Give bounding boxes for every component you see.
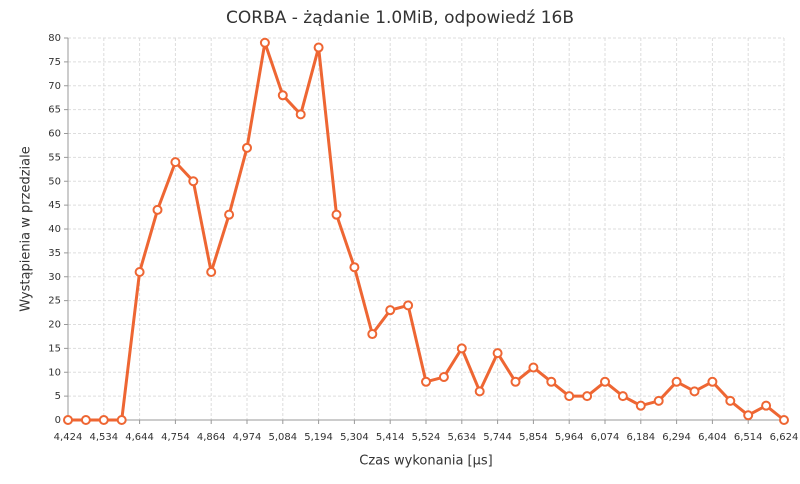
y-tick-label: 80 [48, 33, 61, 44]
y-tick-label: 55 [48, 152, 61, 163]
y-tick-label: 20 [48, 320, 61, 331]
data-point [206, 266, 217, 277]
data-point [725, 395, 736, 406]
data-point [63, 415, 73, 425]
data-point [743, 410, 754, 421]
x-tick-label: 4,864 [197, 432, 226, 443]
y-tick-label: 15 [48, 343, 61, 354]
data-point [582, 391, 593, 402]
data-point [492, 348, 503, 359]
x-tick-label: 4,644 [125, 432, 154, 443]
data-point [689, 386, 700, 397]
data-point [564, 391, 575, 402]
data-point [385, 305, 396, 316]
data-point [224, 209, 235, 220]
data-point [188, 176, 199, 187]
x-tick-label: 5,854 [519, 432, 548, 443]
y-tick-label: 45 [48, 200, 61, 211]
data-point [600, 376, 610, 387]
data-point [152, 204, 163, 215]
data-point [474, 386, 485, 397]
x-tick-label: 5,194 [304, 432, 333, 443]
x-axis-label: Czas wykonania [µs] [359, 454, 492, 469]
data-point [653, 395, 664, 406]
data-point [510, 376, 521, 387]
data-point [80, 415, 91, 425]
chart-title: CORBA - żądanie 1.0MiB, odpowiedź 16B [226, 8, 574, 28]
data-point [98, 415, 109, 425]
data-point [546, 376, 557, 387]
y-tick-label: 25 [48, 296, 61, 307]
data-point [438, 372, 449, 383]
data-point [170, 157, 181, 168]
data-point [242, 142, 252, 153]
data-point [761, 400, 772, 411]
x-tick-label: 6,514 [734, 432, 763, 443]
x-tick-label: 5,744 [483, 432, 512, 443]
data-point [671, 376, 682, 387]
y-axis-label: Wystąpienia w przedziale [19, 146, 34, 311]
data-point [403, 300, 414, 311]
data-point [331, 209, 342, 220]
x-tick-label: 6,184 [626, 432, 655, 443]
data-point [779, 415, 789, 425]
y-tick-label: 60 [48, 129, 61, 140]
data-point [313, 42, 324, 53]
x-tick-label: 6,624 [770, 432, 799, 443]
data-point [116, 415, 127, 425]
x-tick-label: 4,424 [54, 432, 83, 443]
y-tick-label: 75 [48, 57, 61, 68]
y-tick-label: 5 [55, 391, 61, 402]
data-point [456, 343, 467, 354]
data-point [134, 266, 145, 277]
data-point [617, 391, 628, 402]
x-tick-label: 5,414 [376, 432, 405, 443]
data-point [528, 362, 539, 373]
y-tick-label: 30 [48, 272, 61, 283]
x-tick-label: 5,524 [412, 432, 441, 443]
y-tick-label: 40 [48, 224, 61, 235]
x-tick-label: 4,534 [89, 432, 118, 443]
data-point [635, 400, 646, 411]
y-tick-label: 10 [48, 367, 61, 378]
x-tick-label: 5,084 [268, 432, 297, 443]
x-tick-label: 6,074 [591, 432, 620, 443]
y-tick-label: 65 [48, 105, 61, 116]
x-tick-label: 5,304 [340, 432, 369, 443]
data-point [349, 262, 360, 273]
x-tick-label: 5,634 [447, 432, 476, 443]
data-point [421, 376, 431, 387]
y-tick-label: 50 [48, 176, 61, 187]
y-tick-label: 70 [48, 81, 61, 92]
y-tick-label: 0 [55, 415, 61, 426]
x-tick-label: 6,294 [662, 432, 691, 443]
x-tick-label: 4,754 [161, 432, 190, 443]
data-point [707, 376, 718, 387]
y-tick-label: 35 [48, 248, 61, 259]
x-tick-label: 4,974 [233, 432, 262, 443]
x-tick-label: 6,404 [698, 432, 727, 443]
data-point [277, 90, 288, 101]
data-point [367, 329, 378, 340]
x-tick-label: 5,964 [555, 432, 584, 443]
data-point [259, 37, 270, 48]
data-point [295, 109, 306, 120]
